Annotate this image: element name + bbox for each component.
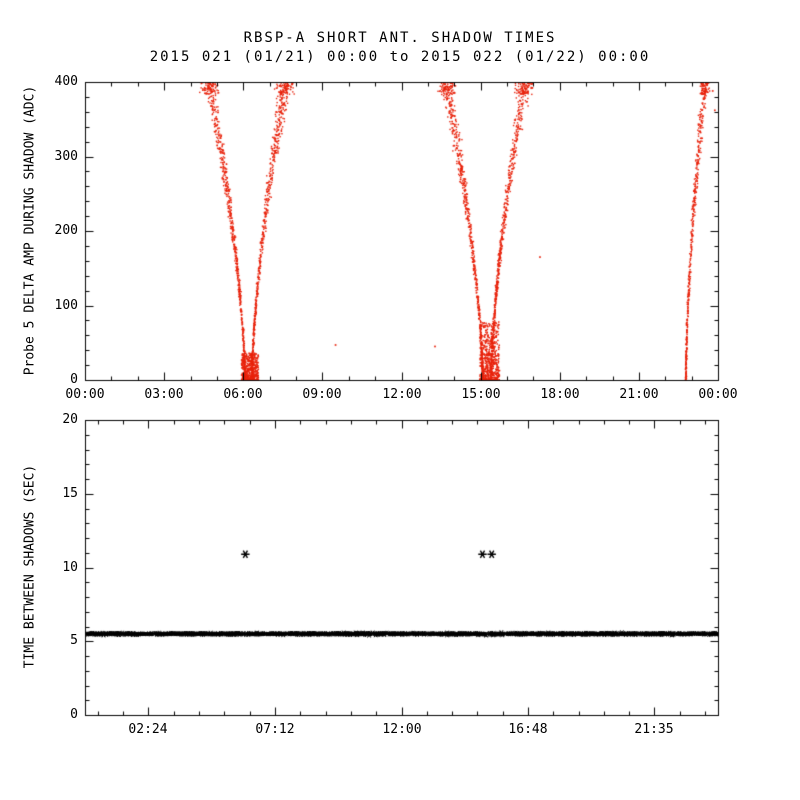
- top-panel-y-axis-label: Probe 5 DELTA AMP DURING SHADOW (ADC): [22, 85, 38, 376]
- bottom-panel-y-axis-label: TIME BETWEEN SHADOWS (SEC): [22, 464, 38, 669]
- plot-subtitle-date-range: 2015 021 (01/21) 00:00 to 2015 022 (01/2…: [149, 49, 651, 65]
- plot-title: RBSP-A SHORT ANT. SHADOW TIMES: [243, 30, 557, 46]
